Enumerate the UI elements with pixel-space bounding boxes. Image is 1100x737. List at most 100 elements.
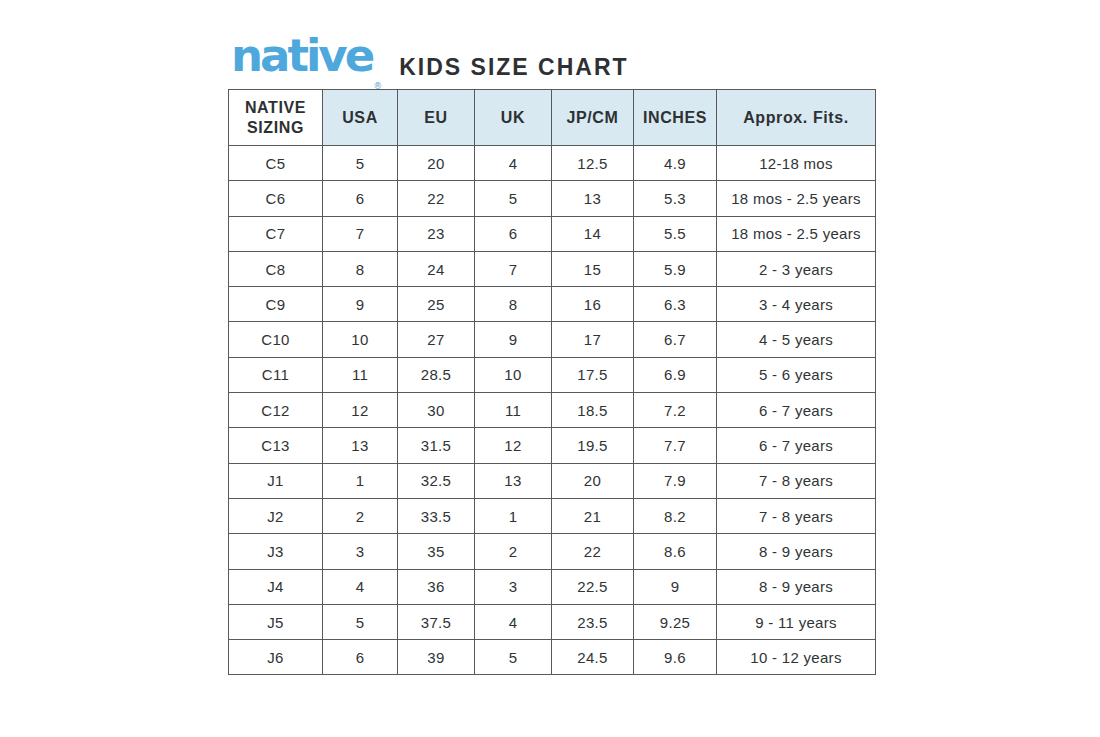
table-cell: 4.9 [634, 146, 717, 181]
table-cell: 9.25 [634, 604, 717, 639]
table-cell: 12 [475, 428, 552, 463]
table-cell: 16 [552, 287, 634, 322]
table-cell: 7 - 8 years [717, 498, 876, 533]
table-cell: 5 - 6 years [717, 357, 876, 392]
table-cell: C8 [229, 251, 323, 286]
table-header-row: NATIVE SIZINGUSAEUUKJP/CMINCHESApprox. F… [229, 90, 876, 146]
table-body: C5520412.54.912-18 mosC66225135.318 mos … [229, 146, 876, 675]
table-cell: 9 [475, 322, 552, 357]
table-cell: 31.5 [398, 428, 475, 463]
table-header: NATIVE SIZINGUSAEUUKJP/CMINCHESApprox. F… [229, 90, 876, 146]
table-cell: 4 [475, 604, 552, 639]
table-cell: 8.2 [634, 498, 717, 533]
table-cell: 9.6 [634, 640, 717, 675]
table-cell: C5 [229, 146, 323, 181]
table-cell: 19.5 [552, 428, 634, 463]
table-cell: 10 - 12 years [717, 640, 876, 675]
table-cell: 25 [398, 287, 475, 322]
table-cell: 39 [398, 640, 475, 675]
table-cell: 24.5 [552, 640, 634, 675]
table-cell: 5 [475, 640, 552, 675]
table-cell: 8 - 9 years [717, 569, 876, 604]
table-cell: 17 [552, 322, 634, 357]
table-cell: 5.5 [634, 216, 717, 251]
table-cell: C10 [229, 322, 323, 357]
table-cell: 13 [323, 428, 398, 463]
table-cell: 12-18 mos [717, 146, 876, 181]
table-cell: 6.3 [634, 287, 717, 322]
column-header-usa: USA [323, 90, 398, 146]
table-cell: 6.9 [634, 357, 717, 392]
table-cell: 18 mos - 2.5 years [717, 216, 876, 251]
table-cell: C12 [229, 393, 323, 428]
table-cell: 3 [323, 534, 398, 569]
table-cell: 2 [475, 534, 552, 569]
table-row: J5537.5423.59.259 - 11 years [229, 604, 876, 639]
page-title: KIDS SIZE CHART [399, 50, 628, 81]
table-cell: 11 [323, 357, 398, 392]
table-row: J4436322.598 - 9 years [229, 569, 876, 604]
table-cell: 23.5 [552, 604, 634, 639]
table-cell: 30 [398, 393, 475, 428]
table-cell: J4 [229, 569, 323, 604]
logo-text: native [231, 29, 372, 82]
column-header-inches: INCHES [634, 90, 717, 146]
table-cell: 10 [323, 322, 398, 357]
table-cell: 28.5 [398, 357, 475, 392]
table-cell: 8 [475, 287, 552, 322]
table-cell: 6 [475, 216, 552, 251]
table-cell: 6 [323, 181, 398, 216]
native-logo: native® [231, 33, 382, 91]
table-row: C99258166.33 - 4 years [229, 287, 876, 322]
table-cell: 32.5 [398, 463, 475, 498]
table-cell: 9 - 11 years [717, 604, 876, 639]
column-header-jp-cm: JP/CM [552, 90, 634, 146]
table-cell: C6 [229, 181, 323, 216]
table-cell: 23 [398, 216, 475, 251]
table-cell: 9 [634, 569, 717, 604]
column-header-native-sizing: NATIVE SIZING [229, 90, 323, 146]
table-cell: 6.7 [634, 322, 717, 357]
table-cell: 4 [475, 146, 552, 181]
table-cell: 8 - 9 years [717, 534, 876, 569]
table-row: J33352228.68 - 9 years [229, 534, 876, 569]
table-cell: 1 [323, 463, 398, 498]
table-row: C77236145.518 mos - 2.5 years [229, 216, 876, 251]
table-cell: 7.7 [634, 428, 717, 463]
table-cell: 5 [323, 604, 398, 639]
table-cell: 2 [323, 498, 398, 533]
table-cell: C9 [229, 287, 323, 322]
table-cell: C13 [229, 428, 323, 463]
table-row: C88247155.92 - 3 years [229, 251, 876, 286]
table-cell: 21 [552, 498, 634, 533]
table-cell: 12 [323, 393, 398, 428]
table-cell: 36 [398, 569, 475, 604]
table-cell: 3 [475, 569, 552, 604]
table-row: C111128.51017.56.95 - 6 years [229, 357, 876, 392]
table-cell: 7 [475, 251, 552, 286]
table-cell: 22 [552, 534, 634, 569]
table-cell: 35 [398, 534, 475, 569]
table-row: C1010279176.74 - 5 years [229, 322, 876, 357]
table-row: C1212301118.57.26 - 7 years [229, 393, 876, 428]
table-cell: J3 [229, 534, 323, 569]
table-cell: 18.5 [552, 393, 634, 428]
table-cell: 7.9 [634, 463, 717, 498]
table-cell: 20 [398, 146, 475, 181]
table-cell: J2 [229, 498, 323, 533]
table-cell: 6 - 7 years [717, 428, 876, 463]
header: native® KIDS SIZE CHART [231, 36, 629, 94]
table-cell: J1 [229, 463, 323, 498]
table-cell: 27 [398, 322, 475, 357]
table-row: J1132.513207.97 - 8 years [229, 463, 876, 498]
table-cell: 22.5 [552, 569, 634, 604]
table-cell: 3 - 4 years [717, 287, 876, 322]
table-cell: 5.3 [634, 181, 717, 216]
table-cell: 7 - 8 years [717, 463, 876, 498]
table-cell: 10 [475, 357, 552, 392]
column-header-approx-fits: Approx. Fits. [717, 90, 876, 146]
table-cell: 13 [475, 463, 552, 498]
table-cell: 4 - 5 years [717, 322, 876, 357]
table-row: C5520412.54.912-18 mos [229, 146, 876, 181]
table-row: C131331.51219.57.76 - 7 years [229, 428, 876, 463]
